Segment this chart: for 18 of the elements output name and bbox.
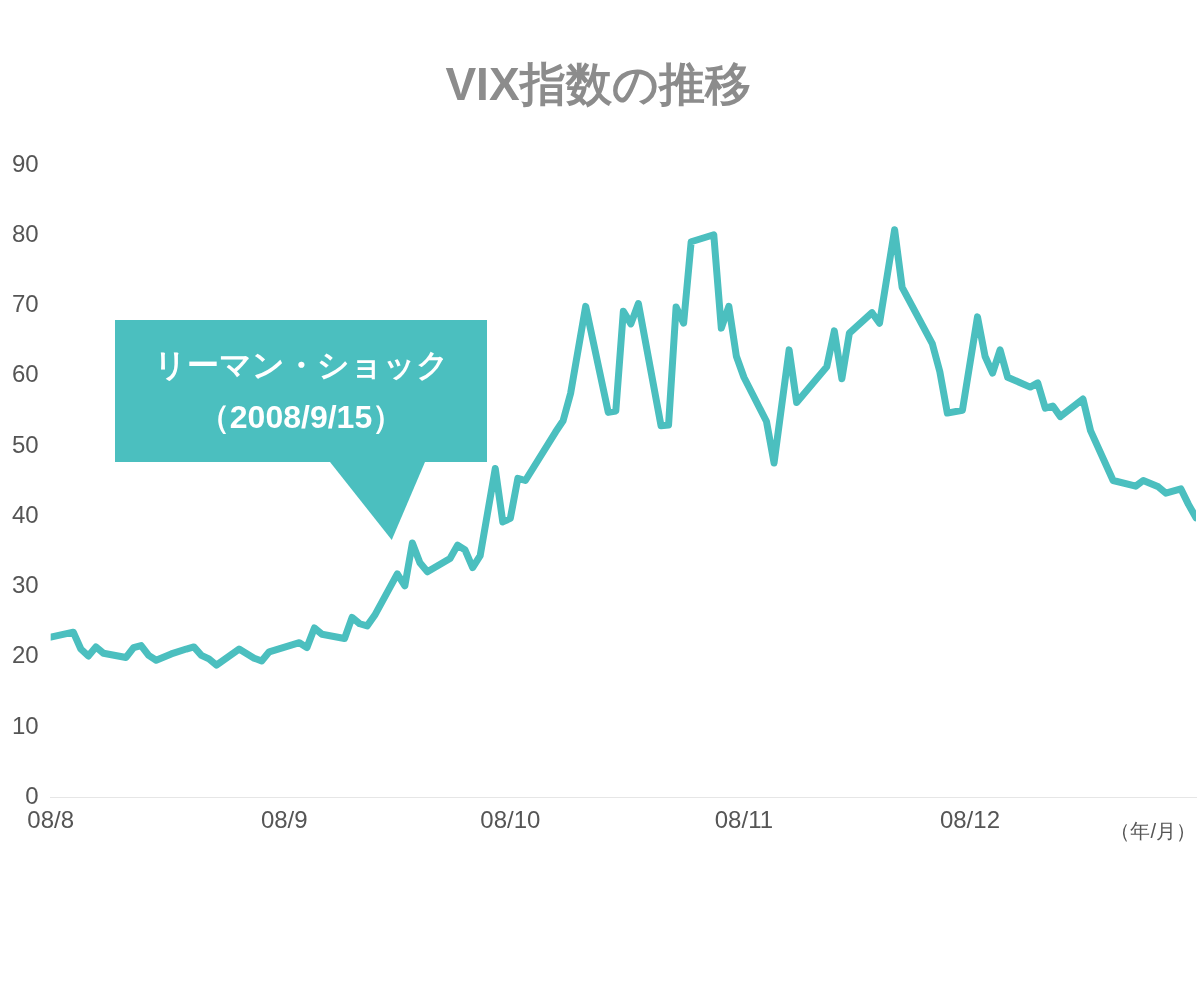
annotation: リーマン・ショック（2008/9/15） [152, 346, 450, 437]
y-tick-label: 10 [11, 711, 39, 739]
y-tick-label: 40 [11, 500, 39, 528]
y-tick-label: 30 [11, 571, 39, 599]
y-tick-label: 70 [11, 290, 39, 318]
y-tick-label: 90 [11, 149, 39, 177]
x-tick-label: 08/10 [480, 806, 541, 834]
x-tick-label: 08/9 [260, 806, 308, 834]
x-tick-label: 08/11 [714, 806, 774, 834]
y-tick-label: 80 [11, 220, 39, 248]
text: （年/月） [1110, 819, 1196, 844]
chart-title: VIX指数の推移 [445, 58, 751, 111]
y-tick-label: 50 [11, 430, 39, 458]
x-tick-label: 08/8 [27, 806, 75, 834]
y-tick-label: 60 [11, 360, 39, 388]
x-tick-label: 08/12 [939, 806, 1000, 834]
y-tick-label: 0 [25, 781, 39, 809]
y-tick-label: 20 [11, 641, 39, 669]
